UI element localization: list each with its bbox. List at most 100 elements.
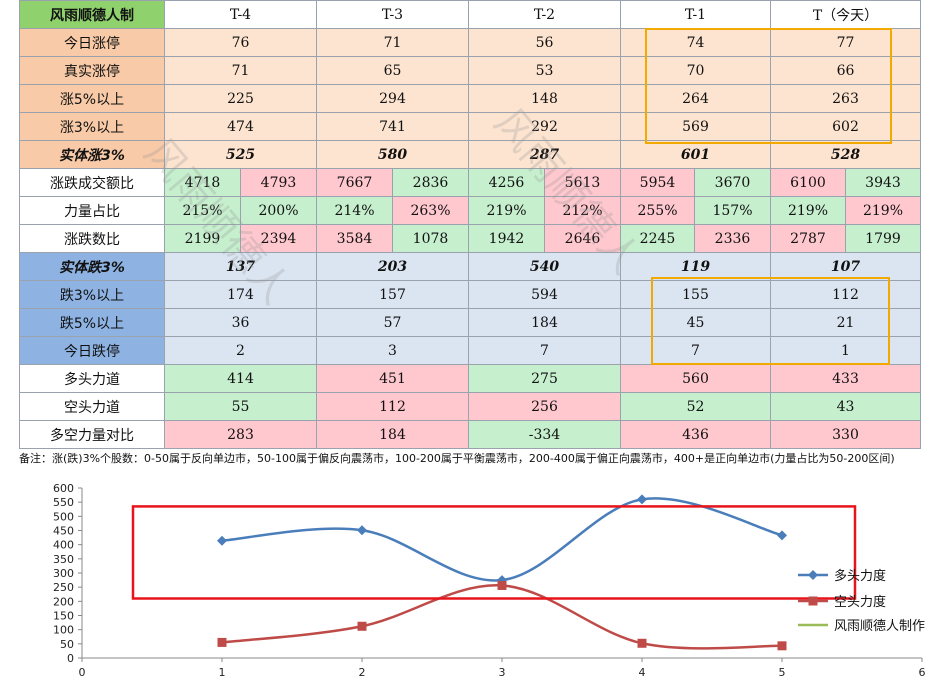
y-tick-label: 400 <box>53 539 74 552</box>
table-cell: 2245 <box>620 224 695 253</box>
table-cell: 157 <box>316 280 469 309</box>
legend-label: 多头力度 <box>834 568 886 584</box>
table-cell: 148 <box>468 84 621 113</box>
y-tick-label: 600 <box>53 482 74 495</box>
table-cell: 5954 <box>620 168 695 197</box>
split-row: 力量占比 215% 200% 214% 263% 219% 212% 255% 157% 219%… <box>19 196 921 225</box>
column-header: T-3 <box>316 0 469 29</box>
row-label: 空头力道 <box>19 392 165 421</box>
y-tick-label: 350 <box>53 553 74 566</box>
split-row: 涨跌成交额比 4718 4793 7667 2836 4256 5613 5954 3670 61… <box>19 168 921 197</box>
table-cell: 43 <box>770 392 921 421</box>
column-header: T-4 <box>164 0 317 29</box>
data-point <box>357 525 367 536</box>
table-cell: 112 <box>316 392 469 421</box>
row-label: 今日涨停 <box>19 28 165 57</box>
power-row: 多头力道 414 451 275 560 433 <box>19 364 921 393</box>
y-tick-label: 250 <box>53 581 74 594</box>
table-cell: 5613 <box>544 168 621 197</box>
split-row: 涨跌数比 2199 2394 3584 1078 1942 2646 2245 2336 2787… <box>19 224 921 253</box>
table-cell: 2787 <box>770 224 846 253</box>
table-cell: 2836 <box>392 168 469 197</box>
table-cell: 474 <box>164 112 317 141</box>
power-row: 空头力道 55 112 256 52 43 <box>19 392 921 421</box>
table-cell: 7 <box>620 336 771 365</box>
table-cell: 36 <box>164 308 317 337</box>
table-cell: 214% <box>316 196 393 225</box>
legend-label: 风雨顺德人制作 <box>834 619 925 634</box>
row-label: 多空力量对比 <box>19 420 165 449</box>
y-tick-label: 550 <box>53 496 74 509</box>
header-row: 风雨顺德人制 T-4 T-3 T-2 T-1 T（今天） <box>19 0 921 29</box>
table-cell: 1799 <box>845 224 921 253</box>
table-cell: 200% <box>240 196 317 225</box>
row-label: 今日跌停 <box>19 336 165 365</box>
table-cell: 433 <box>770 364 921 393</box>
table-cell: 107 <box>770 252 921 281</box>
table-cell: 45 <box>620 308 771 337</box>
y-tick-label: 450 <box>53 525 74 538</box>
row-label: 实体涨3% <box>19 140 165 169</box>
table-cell: 3 <box>316 336 469 365</box>
legend-marker <box>808 596 818 606</box>
data-point <box>497 580 507 590</box>
table-cell: 53 <box>468 56 621 85</box>
x-tick-label: 0 <box>79 666 86 679</box>
up-row: 涨5%以上 225 294 148 264 263 <box>19 84 921 113</box>
table-cell: 601 <box>620 140 771 169</box>
table-cell: 56 <box>468 28 621 57</box>
legend-label: 空头力度 <box>834 594 886 610</box>
column-header: T-1 <box>620 0 771 29</box>
table-cell: 528 <box>770 140 921 169</box>
table-note: 备注：涨(跌)3%个股数：0-50属于反向单边市，50-100属于偏反向震荡市，… <box>19 452 895 465</box>
y-tick-label: 500 <box>53 510 74 523</box>
data-point <box>777 641 787 651</box>
column-header: T（今天） <box>770 0 921 29</box>
table-cell: 6100 <box>770 168 846 197</box>
y-tick-label: 100 <box>53 624 74 637</box>
row-label: 多头力道 <box>19 364 165 393</box>
table-cell: 263 <box>770 84 921 113</box>
table-cell: 65 <box>316 56 469 85</box>
solid-down-row: 实体跌3% 137 203 540 119 107 <box>19 252 921 281</box>
table-cell: 3670 <box>694 168 771 197</box>
table-cell: 225 <box>164 84 317 113</box>
table-cell: 2199 <box>164 224 241 253</box>
chart-highlight-box <box>131 505 857 600</box>
table-cell: 602 <box>770 112 921 141</box>
data-point <box>777 530 787 541</box>
table-cell: 184 <box>468 308 621 337</box>
table-cell: 741 <box>316 112 469 141</box>
table-cell: 212% <box>544 196 621 225</box>
table-cell: 71 <box>316 28 469 57</box>
table-cell: 263% <box>392 196 469 225</box>
x-tick-label: 1 <box>219 666 226 679</box>
table-cell: 3943 <box>845 168 921 197</box>
data-point <box>637 494 647 505</box>
series-line <box>221 584 783 650</box>
row-label: 实体跌3% <box>19 252 165 281</box>
table-cell: 184 <box>316 420 469 449</box>
data-point <box>637 638 647 648</box>
table-cell: 560 <box>620 364 771 393</box>
row-label: 真实涨停 <box>19 56 165 85</box>
table-cell: 594 <box>468 280 621 309</box>
table-cell: 7 <box>468 336 621 365</box>
y-tick-label: 0 <box>67 652 74 665</box>
y-tick-label: 50 <box>60 638 74 651</box>
solid-up-row: 实体涨3% 525 580 287 601 528 <box>19 140 921 169</box>
x-tick-label: 3 <box>499 666 506 679</box>
table-cell: 4718 <box>164 168 241 197</box>
power-row: 多空力量对比 283 184 -334 436 330 <box>19 420 921 449</box>
table-cell: 4256 <box>468 168 545 197</box>
table-cell: 525 <box>164 140 317 169</box>
table-cell: 57 <box>316 308 469 337</box>
table-cell: 219% <box>770 196 846 225</box>
table-cell: 4793 <box>240 168 317 197</box>
corner-label: 风雨顺德人制 <box>19 0 165 29</box>
y-tick-label: 300 <box>53 567 74 580</box>
table-cell: 2 <box>164 336 317 365</box>
row-label: 跌5%以上 <box>19 308 165 337</box>
